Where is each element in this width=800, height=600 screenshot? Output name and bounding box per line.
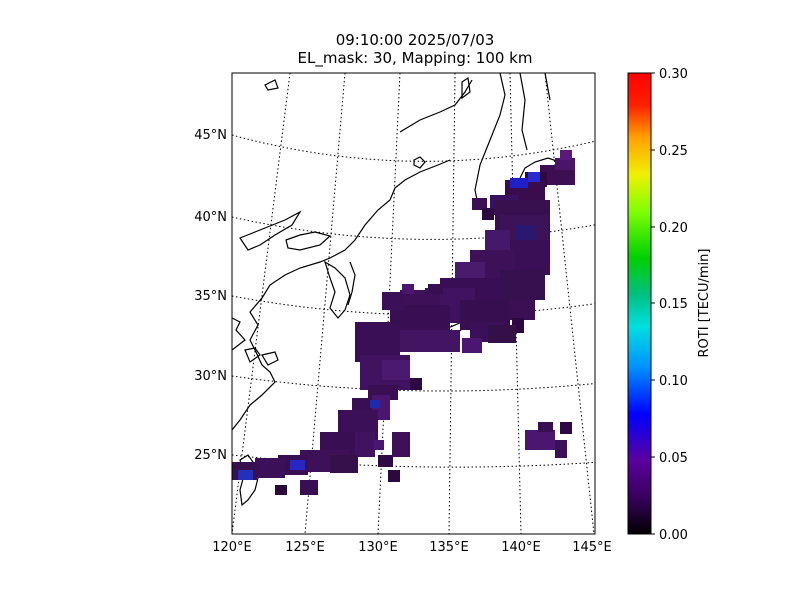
lat-label: 45°N [194,128,227,143]
map-frame [231,72,596,535]
lat-labels: 45°N 40°N 35°N 30°N 25°N [194,128,227,463]
colorbar-gradient [627,72,652,535]
lat-label: 35°N [194,289,227,304]
lat-label: 25°N [194,448,227,463]
colorbar-tick: 0.05 [659,451,688,466]
colorbar-tick: 0.30 [659,67,688,82]
lat-label: 40°N [194,210,227,225]
lon-label: 135°E [429,540,469,555]
roti-patches [232,150,575,495]
lon-label: 125°E [285,540,325,555]
colorbar: 0.00 0.05 0.10 0.15 0.20 0.25 0.30 ROTI … [627,67,712,543]
colorbar-tick: 0.15 [659,297,688,312]
lon-label: 140°E [501,540,541,555]
colorbar-tick: 0.00 [659,528,688,543]
colorbar-tick: 0.20 [659,221,688,236]
colorbar-label: ROTI [TECU/min] [697,249,712,358]
map-title-settings: EL_mask: 30, Mapping: 100 km [297,49,533,67]
colorbar-tick: 0.10 [659,374,688,389]
lon-label: 145°E [572,540,612,555]
lon-label: 130°E [358,540,398,555]
map-title-time: 09:10:00 2025/07/03 [335,31,495,49]
lon-label: 120°E [212,540,252,555]
lat-label: 30°N [194,369,227,384]
lon-labels: 120°E 125°E 130°E 135°E 140°E 145°E [212,540,612,555]
colorbar-tick: 0.25 [659,144,688,159]
